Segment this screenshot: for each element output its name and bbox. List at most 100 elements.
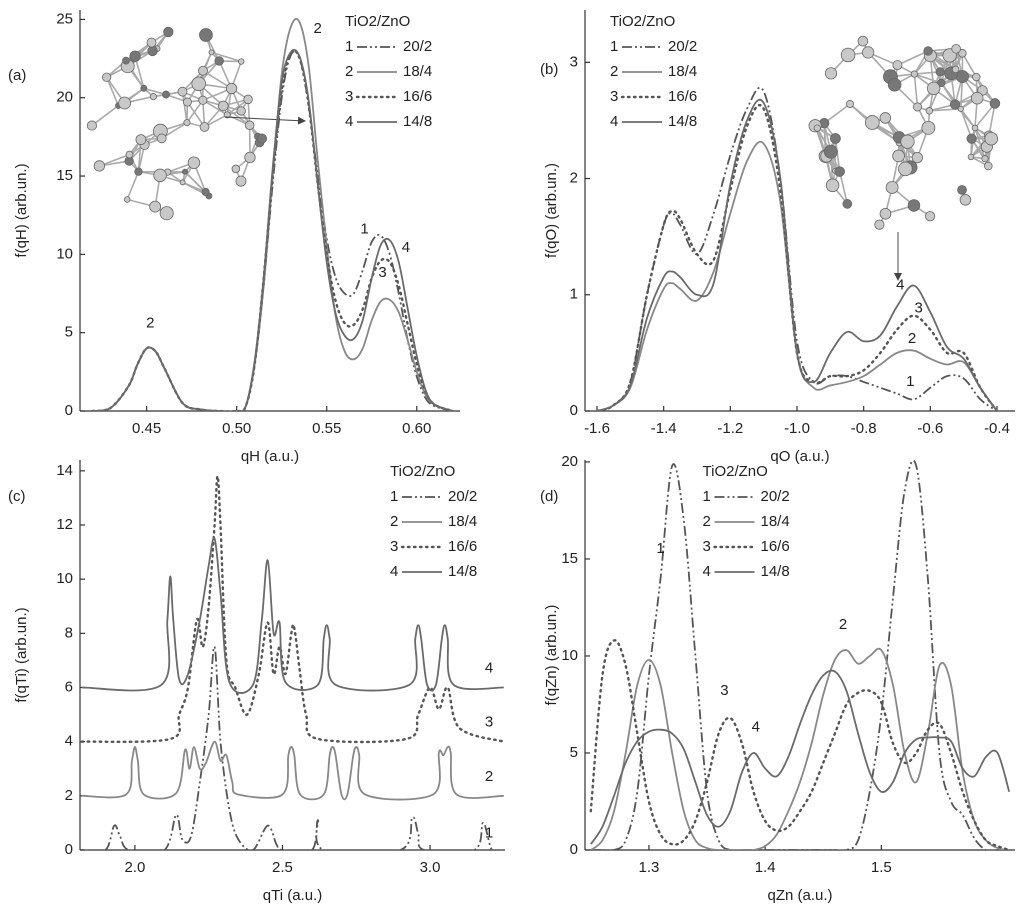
bond: [105, 76, 120, 106]
atom: [191, 76, 206, 92]
atom: [966, 133, 977, 144]
y-tick-label: 15: [561, 550, 578, 567]
legend-label: 14/8: [403, 113, 432, 130]
curve-label: 2: [839, 616, 847, 633]
atom: [223, 111, 231, 119]
x-tick-label: 1.5: [871, 859, 892, 876]
legend-number: 2: [345, 63, 353, 80]
legend-label: 16/6: [403, 88, 432, 105]
atom: [955, 70, 969, 84]
atom: [879, 207, 892, 220]
atom: [140, 84, 148, 92]
y-tick-label: 15: [56, 167, 73, 184]
y-tick-label: 25: [56, 10, 73, 27]
y-tick-label: 12: [56, 516, 73, 533]
legend-number: 2: [703, 513, 711, 530]
y-axis-title: f(qH) (arb.un.): [13, 163, 30, 257]
legend-number: 4: [345, 113, 353, 130]
x-tick-label: -1.6: [584, 420, 610, 437]
y-tick-label: 2: [65, 787, 73, 804]
atom: [910, 70, 918, 78]
y-tick-label: 3: [570, 53, 578, 70]
atom: [231, 164, 241, 174]
atom: [118, 96, 132, 110]
legend-label: 20/2: [668, 38, 697, 55]
y-tick-label: 1: [570, 286, 578, 303]
panel-label: (a): [8, 67, 26, 84]
panel-label: (d): [540, 488, 558, 505]
atom: [101, 72, 112, 82]
y-tick-label: 10: [56, 570, 73, 587]
legend-label: 16/6: [668, 88, 697, 105]
legend-number: 2: [390, 513, 398, 530]
y-tick-label: 0: [65, 841, 73, 858]
series-line: [590, 460, 1010, 850]
bond: [202, 99, 228, 116]
atom: [243, 94, 253, 105]
atom: [123, 196, 131, 203]
series-line: [92, 48, 454, 411]
atom: [951, 43, 961, 54]
legend-number: 4: [610, 113, 618, 130]
series-line: [596, 140, 998, 411]
y-tick-label: 10: [561, 647, 578, 664]
series-line: [92, 18, 454, 411]
atom: [971, 124, 979, 132]
legend-label: 20/2: [403, 38, 432, 55]
atom: [147, 45, 158, 57]
atom: [830, 133, 841, 144]
atom: [146, 37, 157, 48]
y-tick-label: 2: [570, 170, 578, 187]
y-tick-label: 20: [56, 89, 73, 106]
bond: [186, 101, 206, 128]
atom: [923, 46, 933, 56]
atom: [864, 115, 880, 130]
atom: [135, 134, 147, 145]
y-tick-label: 20: [561, 453, 578, 470]
panel-label: (c): [8, 488, 26, 505]
atom: [183, 119, 191, 127]
legend-number: 3: [390, 538, 398, 555]
atom: [925, 211, 936, 222]
x-tick-label: 1.4: [755, 859, 776, 876]
atom: [244, 151, 256, 164]
legend-label: 20/2: [448, 488, 477, 505]
curve-label: 1: [360, 220, 368, 237]
legend-number: 1: [345, 38, 353, 55]
atom: [925, 107, 934, 115]
atom: [972, 72, 981, 82]
atom: [187, 156, 201, 169]
y-tick-label: 6: [65, 678, 73, 695]
legend-number: 1: [703, 488, 711, 505]
curve-label: 4: [752, 719, 760, 736]
atom: [244, 120, 255, 130]
atom: [93, 160, 105, 172]
atom: [129, 50, 141, 62]
x-axis-title: qO (a.u.): [770, 448, 829, 465]
x-tick-label: 0.50: [222, 420, 251, 437]
atom: [214, 56, 224, 66]
atom: [957, 105, 964, 112]
legend-label: 18/4: [403, 63, 432, 80]
x-tick-label: 0.60: [402, 420, 431, 437]
atom: [834, 166, 845, 177]
atom: [149, 200, 162, 213]
atom: [125, 150, 134, 159]
atom: [900, 134, 915, 149]
atom: [177, 86, 188, 97]
legend-label: 18/4: [761, 513, 790, 530]
atom: [825, 178, 840, 193]
atom: [162, 90, 170, 99]
atom: [970, 91, 984, 105]
curve-label: 3: [914, 300, 922, 317]
series-line: [590, 647, 1010, 850]
atom: [237, 58, 245, 65]
series-line: [91, 49, 454, 411]
atom: [198, 65, 208, 76]
bond: [184, 171, 207, 193]
series-line: [81, 536, 504, 694]
atom: [86, 120, 97, 131]
x-tick-label: -0.6: [917, 420, 943, 437]
bond: [913, 74, 919, 108]
